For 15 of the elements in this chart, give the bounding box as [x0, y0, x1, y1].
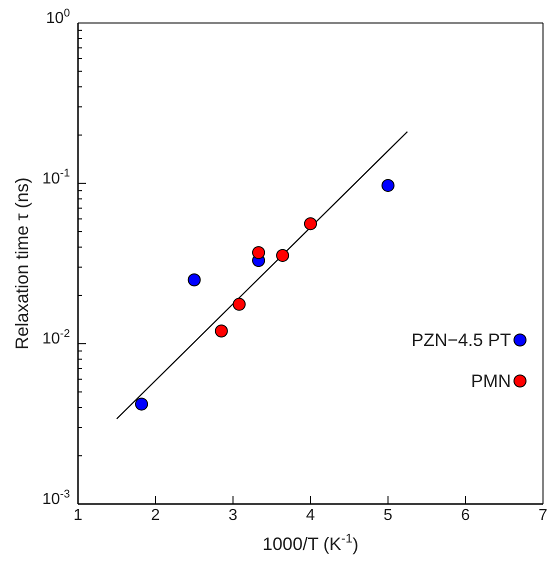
y-axis-title: Relaxation time τ (ns) — [12, 177, 32, 350]
x-axis-title: 1000/T (K$^{-1}$) — [262, 531, 358, 555]
x-tick-label: 2 — [151, 507, 160, 524]
y-tick-label: 10$^{0}$ — [46, 7, 70, 27]
x-tick-label: 6 — [461, 507, 470, 524]
x-tick-label: 7 — [538, 507, 548, 524]
x-tick-label: 5 — [384, 507, 393, 524]
x-tick-label: 4 — [306, 507, 316, 524]
y-tick-label: 10$^{-1}$ — [42, 168, 70, 188]
x-tick-label: 3 — [228, 507, 238, 524]
legend-label: PZN−4.5 PT — [411, 330, 511, 350]
y-tick-label: 10$^{-2}$ — [42, 328, 70, 348]
y-tick-label: 10$^{-3}$ — [42, 488, 70, 508]
x-tick-label: 1 — [74, 507, 83, 524]
legend-label: PMN — [471, 370, 511, 392]
